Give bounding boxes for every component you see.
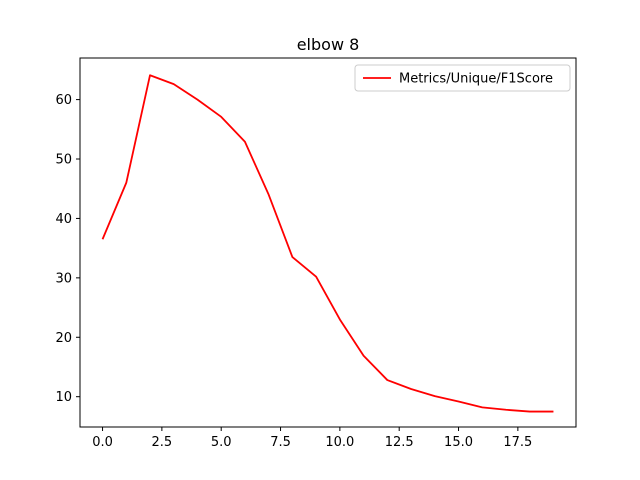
x-tick-label: 15.0 [444,435,473,450]
y-tick-label: 30 [55,271,72,286]
legend: Metrics/Unique/F1Score [354,64,571,92]
y-tick-label: 40 [55,212,72,227]
plot-area [101,74,554,413]
axes-frame [79,57,577,428]
y-tick-label: 10 [55,390,72,405]
y-tick-label: 50 [55,153,72,168]
series-line-0 [101,74,554,413]
x-tick-label: 12.5 [385,435,414,450]
legend-label: Metrics/Unique/F1Score [399,72,553,87]
y-tick-label: 60 [55,93,72,108]
axes: 0.0 2.5 5.0 7.5 10.0 12.5 15.0 17.5 10 20 30 40 50 60 [55,57,577,450]
x-tick-label: 10.0 [325,435,354,450]
x-tick-label: 17.5 [503,435,532,450]
y-tick-label: 20 [55,331,72,346]
x-tick-label: 7.5 [270,435,291,450]
chart-title: elbow 8 [297,35,360,54]
x-tick-label: 0.0 [92,435,113,450]
x-tick-label: 2.5 [152,435,173,450]
x-tick-label: 5.0 [211,435,232,450]
legend-box [354,64,571,92]
